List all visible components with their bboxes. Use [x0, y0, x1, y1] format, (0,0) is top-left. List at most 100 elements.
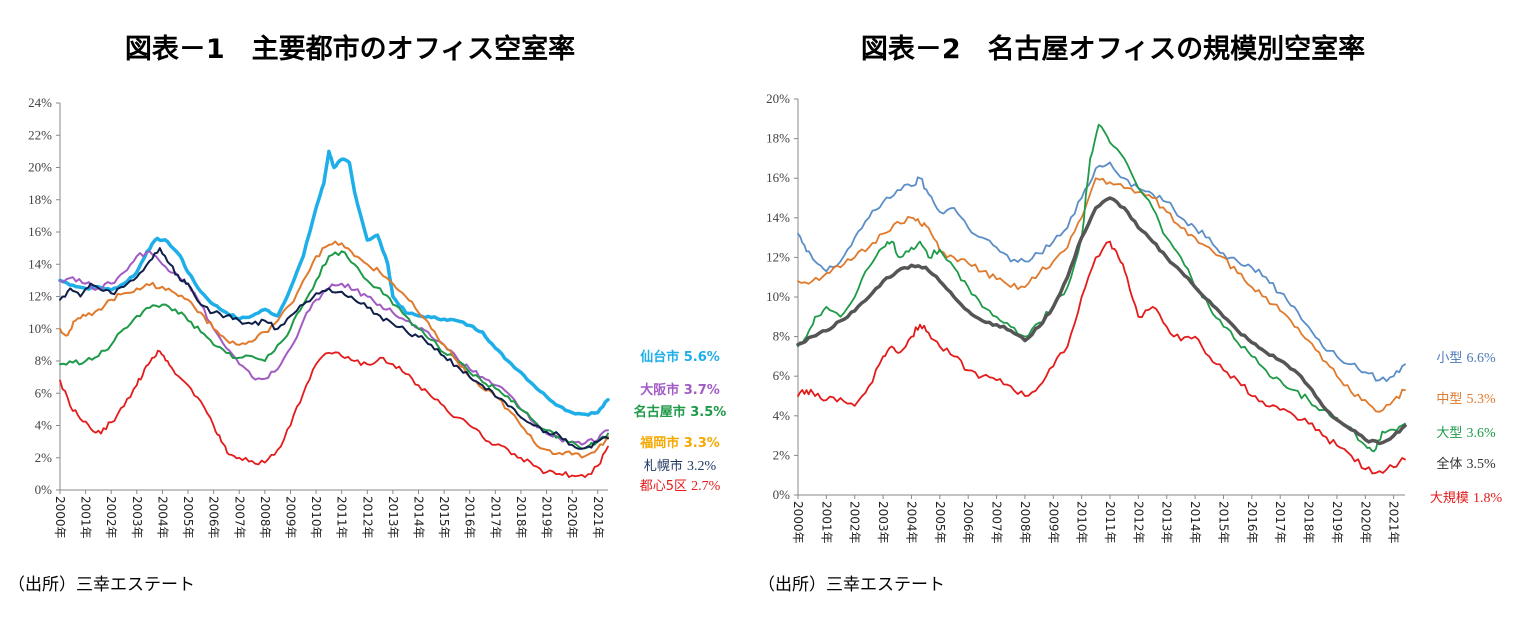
- x-tick-label: 2009年: [283, 496, 297, 539]
- series-label-名古屋市: 名古屋市 3.5%: [634, 404, 727, 420]
- x-tick-label: 2015年: [437, 496, 451, 539]
- series-value: 6.6%: [1466, 351, 1496, 366]
- x-tick-label: 2004年: [155, 496, 169, 539]
- y-tick-label: 18%: [28, 192, 52, 207]
- series-name: 名古屋市: [634, 404, 691, 420]
- x-tick-label: 2002年: [104, 496, 118, 539]
- x-tick-label: 2010年: [309, 496, 323, 539]
- series-line-中型: [797, 177, 1406, 413]
- x-tick-label: 2021年: [1387, 501, 1401, 544]
- series-label-大型: 大型 3.6%: [1436, 426, 1496, 441]
- x-tick-label: 2002年: [848, 501, 862, 544]
- y-tick-label: 0%: [35, 482, 53, 497]
- series-name: 全体: [1436, 456, 1466, 472]
- chart2-plot: 0% 2% 4% 6% 8% 10% 12% 14% 16% 18% 20% 2000年 2001年 20…: [766, 91, 1502, 544]
- x-tick-label: 2013年: [386, 496, 400, 539]
- series-value: 1.8%: [1473, 491, 1503, 506]
- series-label-大阪市: 大阪市 3.7%: [640, 382, 720, 398]
- x-tick-label: 2018年: [514, 496, 528, 539]
- series-value: 3.5%: [690, 405, 726, 420]
- x-tick-label: 2008年: [1018, 501, 1032, 544]
- series-value: 3.6%: [1466, 426, 1496, 441]
- chart2-source: （出所）三幸エステート: [758, 575, 945, 595]
- x-tick-label: 2011年: [335, 496, 349, 539]
- series-value: 3.5%: [1466, 457, 1496, 472]
- y-tick-label: 16%: [28, 224, 52, 239]
- y-tick-label: 24%: [28, 95, 52, 110]
- y-tick-label: 4%: [35, 418, 53, 433]
- series-name: 大規模: [1430, 491, 1473, 506]
- x-tick-label: 2011年: [1103, 501, 1117, 544]
- x-tick-label: 2001年: [819, 501, 833, 544]
- series-name: 小型: [1436, 351, 1466, 366]
- x-tick-label: 2017年: [1273, 501, 1287, 544]
- series-line-大規模: [797, 240, 1406, 475]
- series-value: 3.7%: [684, 383, 720, 398]
- series-label-福岡市: 福岡市 3.3%: [639, 435, 720, 451]
- series-value: 2.7%: [691, 479, 721, 494]
- series-line-名古屋市: [59, 250, 609, 450]
- y-tick-label: 8%: [773, 329, 791, 344]
- series-line-仙台市: [58, 149, 610, 417]
- series-value: 5.3%: [1466, 392, 1496, 407]
- y-tick-label: 8%: [35, 353, 53, 368]
- series-name: 大阪市: [640, 382, 684, 398]
- series-name: 福岡市: [639, 435, 684, 451]
- y-tick-label: 22%: [28, 127, 52, 142]
- y-tick-label: 12%: [28, 289, 52, 304]
- series-label-小型: 小型 6.6%: [1436, 351, 1496, 366]
- x-tick-label: 2006年: [961, 501, 975, 544]
- x-tick-label: 2014年: [412, 496, 426, 539]
- series-value: 3.3%: [684, 436, 720, 451]
- chart2-title: 図表－2 名古屋オフィスの規模別空室率: [861, 33, 1365, 65]
- x-tick-label: 2006年: [207, 496, 221, 539]
- series-line-都心5区: [59, 349, 609, 478]
- series-line-全体: [796, 196, 1407, 446]
- series-line-福岡市: [59, 240, 609, 459]
- series-name: 都心5区: [640, 479, 691, 494]
- series-line-大阪市: [59, 250, 609, 446]
- y-tick-label: 16%: [766, 170, 790, 185]
- y-tick-label: 2%: [773, 447, 791, 462]
- x-tick-label: 2004年: [904, 501, 918, 544]
- y-tick-label: 18%: [766, 131, 790, 146]
- x-tick-label: 2012年: [360, 496, 374, 539]
- x-tick-label: 2021年: [591, 496, 605, 539]
- x-tick-label: 2010年: [1075, 501, 1089, 544]
- x-tick-label: 2019年: [1330, 501, 1344, 544]
- series-label-札幌市: 札幌市 3.2%: [644, 458, 717, 474]
- y-tick-label: 10%: [766, 289, 790, 304]
- series-label-全体: 全体 3.5%: [1436, 456, 1496, 472]
- series-label-中型: 中型 5.3%: [1436, 392, 1496, 407]
- x-tick-label: 2007年: [990, 501, 1004, 544]
- x-tick-label: 2007年: [232, 496, 246, 539]
- x-tick-label: 2009年: [1046, 501, 1060, 544]
- series-label-仙台市: 仙台市 5.6%: [640, 349, 720, 365]
- x-tick-label: 2017年: [488, 496, 502, 539]
- chart1-title: 図表－1 主要都市のオフィス空室率: [125, 33, 575, 65]
- series-label-大規模: 大規模 1.8%: [1430, 491, 1503, 506]
- y-tick-label: 6%: [773, 368, 791, 383]
- chart1-source: （出所）三幸エステート: [8, 575, 195, 595]
- series-name: 中型: [1436, 392, 1466, 407]
- series-line-札幌市: [59, 247, 609, 450]
- x-tick-label: 2012年: [1131, 501, 1145, 544]
- x-tick-label: 2018年: [1302, 501, 1316, 544]
- y-tick-label: 14%: [766, 210, 790, 225]
- x-tick-label: 2008年: [258, 496, 272, 539]
- series-value: 3.2%: [687, 459, 717, 474]
- y-tick-label: 0%: [773, 487, 791, 502]
- x-tick-label: 2014年: [1188, 501, 1202, 544]
- x-tick-label: 2020年: [565, 496, 579, 539]
- series-name: 札幌市: [644, 458, 687, 474]
- series-label-都心5区: 都心5区 2.7%: [640, 479, 721, 494]
- x-tick-label: 2020年: [1358, 501, 1372, 544]
- y-tick-label: 10%: [28, 321, 52, 336]
- y-tick-label: 2%: [35, 450, 53, 465]
- x-tick-label: 2016年: [463, 496, 477, 539]
- series-line-小型: [797, 161, 1406, 382]
- y-tick-label: 20%: [28, 160, 52, 175]
- x-tick-label: 2005年: [181, 496, 195, 539]
- y-tick-label: 12%: [766, 249, 790, 264]
